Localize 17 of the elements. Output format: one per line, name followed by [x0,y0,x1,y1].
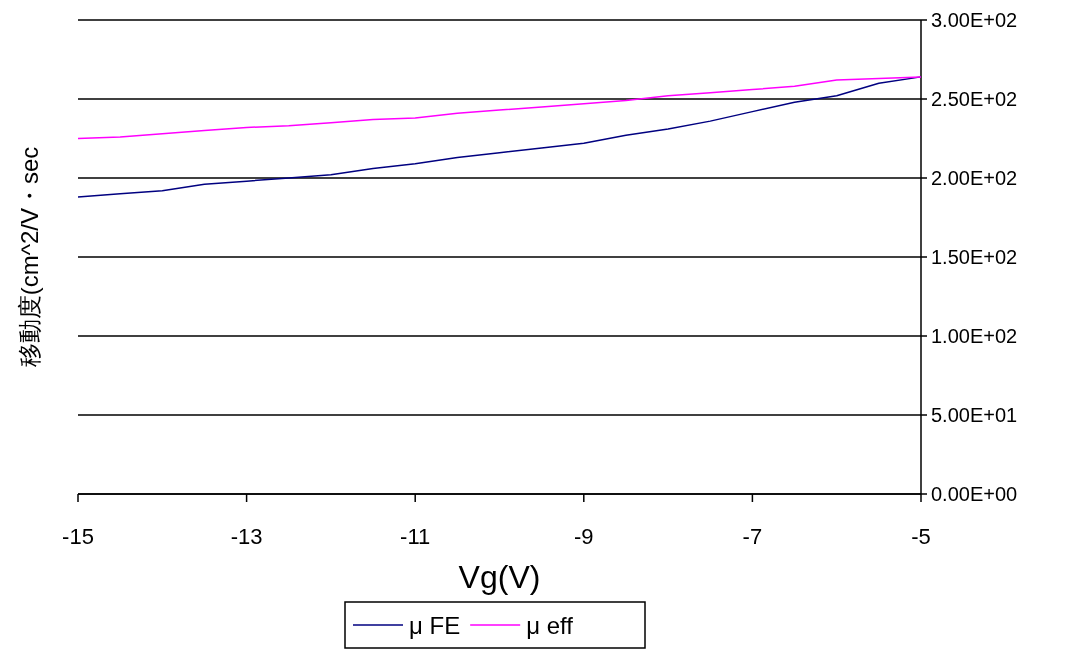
legend-label: μ FE [409,612,461,639]
y-tick-label: 3.00E+02 [931,9,1018,31]
x-tick-label: -5 [911,524,931,549]
x-tick-label: -13 [230,524,263,549]
y-tick-label: 0.00E+00 [931,483,1018,505]
legend-label: μ eff [526,612,574,639]
x-tick-label: -11 [400,524,431,549]
y-tick-label: 2.50E+02 [931,88,1018,110]
y-tick-label: 5.00E+01 [931,404,1018,426]
y-tick-label: 1.50E+02 [931,246,1018,268]
x-tick-label: -7 [742,524,763,549]
y-axis-title: 移動度(cm^2/V・sec [16,146,43,368]
y-tick-label: 2.00E+02 [931,167,1018,189]
x-tick-label: -9 [574,524,594,549]
y-tick-label: 1.00E+02 [931,325,1018,347]
x-tick-label: -15 [62,524,94,549]
x-axis-title: Vg(V) [458,559,541,595]
